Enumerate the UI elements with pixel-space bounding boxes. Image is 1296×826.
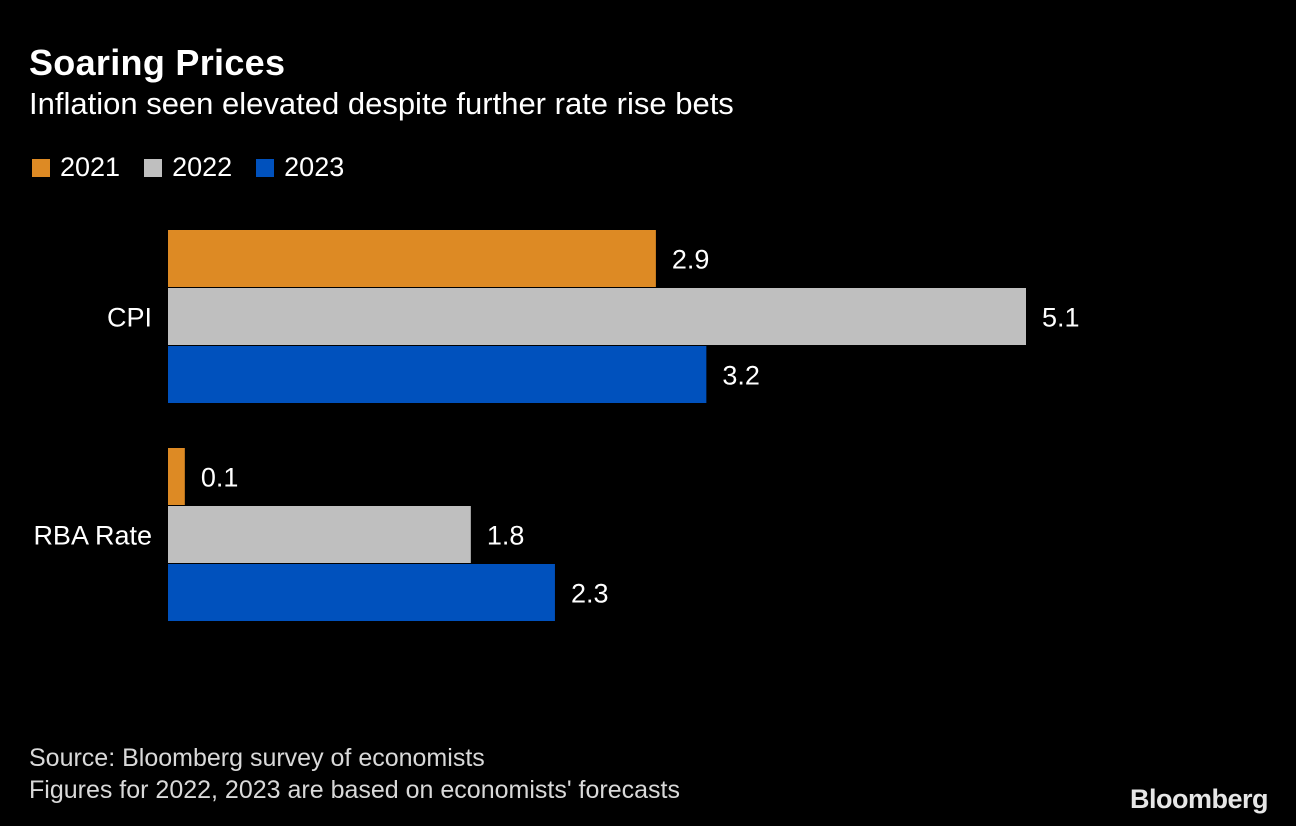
data-label-rba-rate-2023: 2.3 [571, 579, 609, 609]
footer: Source: Bloomberg survey of economists F… [29, 742, 680, 806]
legend-swatch-2021 [32, 158, 50, 177]
bar-cpi-2021 [168, 230, 656, 287]
bar-rba-rate-2023 [168, 564, 555, 621]
category-label-cpi: CPI [107, 303, 152, 333]
legend: 2021 2022 2023 [32, 152, 368, 183]
legend-swatch-2023 [256, 158, 275, 177]
bar-cpi-2022 [168, 288, 1026, 345]
bar-cpi-2023 [168, 346, 707, 403]
data-label-cpi-2022: 5.1 [1042, 303, 1080, 333]
category-label-rba-rate: RBA Rate [33, 521, 152, 551]
forecast-note: Figures for 2022, 2023 are based on econ… [29, 776, 680, 804]
legend-item-2021: 2021 [32, 152, 120, 183]
legend-item-2022: 2022 [144, 152, 232, 183]
legend-swatch-2022 [144, 158, 163, 177]
legend-label-2023: 2023 [284, 152, 345, 182]
legend-item-2023: 2023 [256, 152, 344, 183]
data-label-cpi-2021: 2.9 [672, 245, 710, 275]
legend-label-2022: 2022 [172, 152, 233, 182]
legend-label-2021: 2021 [60, 152, 121, 182]
chart-title: Soaring Prices [29, 42, 286, 83]
bar-rba-rate-2021 [168, 448, 185, 505]
bar-rba-rate-2022 [168, 506, 471, 563]
data-label-rba-rate-2021: 0.1 [201, 463, 239, 493]
bloomberg-logo: Bloomberg [1129, 784, 1269, 814]
data-label-cpi-2023: 3.2 [722, 361, 760, 391]
source-note: Source: Bloomberg survey of economists [29, 744, 485, 772]
data-label-rba-rate-2022: 1.8 [487, 521, 525, 551]
chart-subtitle: Inflation seen elevated despite further … [29, 86, 734, 121]
